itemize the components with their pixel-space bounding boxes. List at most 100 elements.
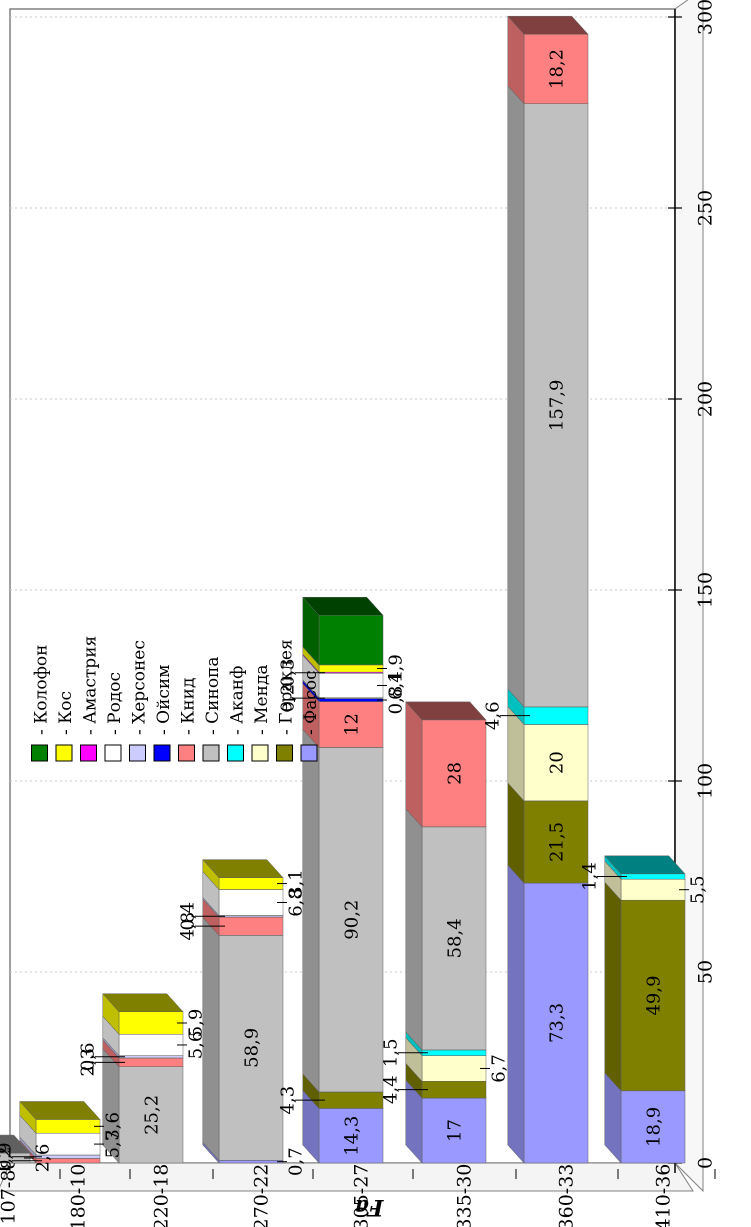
legend-item: - Фасос (300, 670, 321, 762)
data-label: 4,3 (277, 1086, 298, 1115)
legend-item: - Амастрия (80, 636, 101, 762)
bar-face (318, 698, 384, 702)
legend-label: - Гераклея (277, 639, 297, 735)
gridlines (10, 16, 675, 973)
plot-floor (0, 1162, 694, 1192)
bar-face (218, 877, 284, 890)
legend-swatch (300, 744, 318, 762)
bar-face (523, 33, 589, 104)
bar-face (318, 673, 384, 698)
bar-segment (102, 993, 184, 1035)
legend-label: - Ойсим (154, 665, 174, 736)
bar-face (35, 1119, 101, 1134)
bar-top (202, 859, 284, 878)
bar-segment (202, 858, 284, 891)
bar-face (218, 889, 284, 916)
bar-segment (507, 15, 589, 105)
category-label: 360-336 (556, 1152, 578, 1227)
legend-item: - Менда (251, 664, 272, 762)
bar-top (405, 701, 487, 721)
bar-top (604, 855, 686, 875)
bar-stacks (0, 15, 686, 1164)
value-axis: 0 50 100 150 200 250 300 (668, 0, 717, 1173)
bar-face (523, 706, 589, 725)
category-label: 180-108 (68, 1152, 90, 1227)
data-label: 3,1 (285, 869, 306, 898)
data-label: 0,4 (177, 902, 198, 931)
bar-face (421, 719, 487, 828)
bar-segment (19, 1100, 101, 1134)
bar-face (218, 916, 284, 936)
tick-label: 200 (695, 381, 717, 417)
legend-item: - Херсонес (129, 640, 150, 762)
legend-item: - Синопа (202, 656, 223, 762)
category-label: 220-181 (151, 1152, 173, 1227)
category-label: 305-271 (351, 1152, 373, 1227)
data-label: 6,4 (385, 671, 406, 700)
bar-segment (604, 855, 686, 880)
legend-label: - Кос (56, 691, 76, 735)
data-label: 0,2 (277, 684, 298, 713)
legend-swatch (251, 744, 269, 762)
y-axis-title: Fa (355, 1194, 385, 1220)
legend-swatch (129, 744, 146, 762)
data-label: 5,5 (687, 875, 708, 904)
bar-side (405, 701, 423, 828)
bar-face (318, 1091, 384, 1109)
bar-top (507, 15, 589, 35)
legend-label: - Фасос (301, 670, 321, 735)
bar-segment (302, 596, 384, 666)
data-label: 14,3 (341, 1116, 362, 1156)
legend-item: - Ойсим (153, 665, 174, 762)
bar-top (302, 596, 384, 616)
data-label: 49,9 (643, 975, 664, 1015)
legend-label: - Менда (252, 664, 272, 735)
bar-top (0, 1134, 31, 1154)
bar-face (421, 1097, 487, 1164)
bar-face (523, 800, 589, 884)
legend: - Фасос- Гераклея- Менда- Аканф- Синопа-… (31, 636, 321, 762)
data-label: 1,4 (579, 862, 600, 891)
legend-swatch (104, 744, 122, 762)
data-label: 0,3 (277, 658, 298, 687)
bar-face (620, 873, 686, 880)
legend-label: - Родос (105, 672, 125, 735)
bar-face (318, 614, 384, 666)
legend-item: - Книд (178, 678, 199, 762)
legend-item: - Кос (55, 691, 76, 762)
data-label: 5,9 (185, 1009, 206, 1038)
bar-top (19, 1101, 101, 1120)
data-label: 5,7 (102, 1130, 123, 1159)
bar-face (118, 1034, 184, 1056)
legend-swatch (202, 744, 220, 762)
data-label: 18,2 (546, 49, 567, 89)
bar-side (507, 85, 525, 708)
data-label: 0,9 (0, 1142, 15, 1171)
bar-segment (507, 85, 589, 708)
data-label: 0,6 (77, 1042, 98, 1071)
data-label: 90,2 (341, 900, 362, 940)
tick-label: 150 (695, 572, 717, 608)
legend-label: - Аканф (228, 666, 248, 735)
bar-top (102, 993, 184, 1012)
tick-label: 250 (695, 190, 717, 226)
tick-label: 0 (695, 1157, 717, 1169)
legend-item: - Аканф (227, 666, 248, 762)
data-label: 18,9 (643, 1107, 664, 1147)
data-label: 58,9 (241, 1028, 262, 1068)
legend-label: - Херсонес (130, 640, 150, 735)
bar-face (118, 1057, 184, 1067)
data-label: 4,4 (380, 1075, 401, 1104)
legend-swatch (276, 744, 293, 762)
bar-face (421, 1081, 487, 1099)
bar-face (118, 1055, 184, 1059)
bar-face (118, 1066, 184, 1164)
legend-item: - Родос (104, 672, 125, 762)
legend-item: - Колофон (31, 645, 52, 762)
data-label: 1,2 (0, 1146, 15, 1175)
data-label: 21,5 (546, 822, 567, 862)
legend-label: - Колофон (32, 645, 52, 735)
bar-face (620, 899, 686, 1092)
data-label: 6,7 (488, 1054, 509, 1083)
